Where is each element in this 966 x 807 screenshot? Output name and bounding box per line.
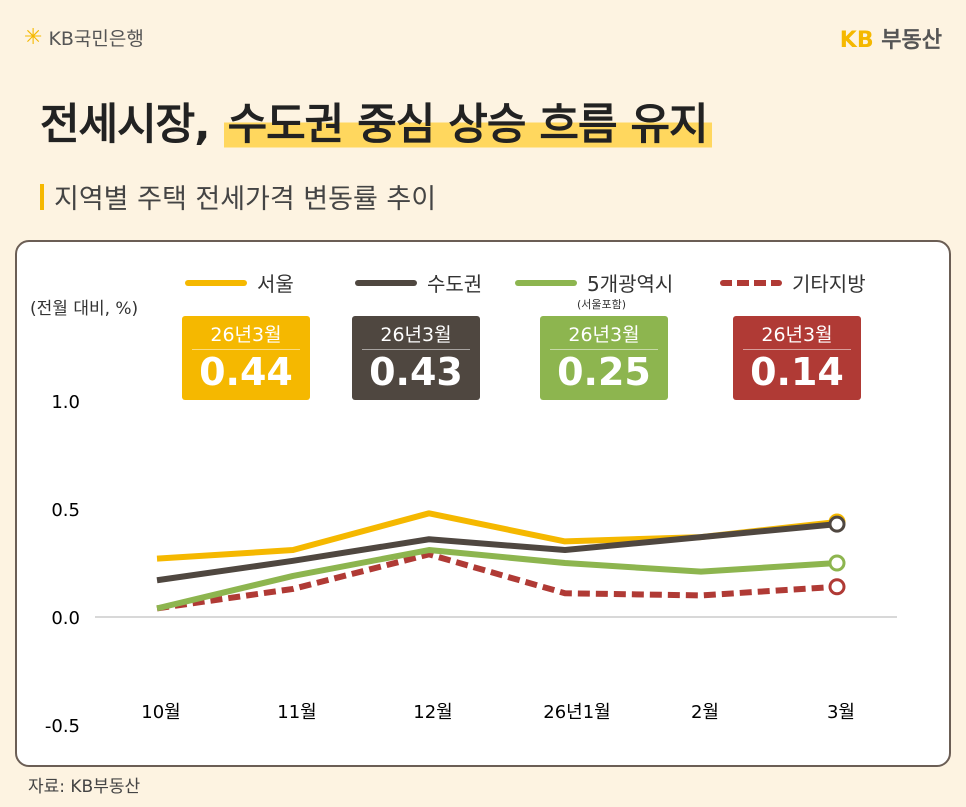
legend-item: 서울 [185, 268, 294, 297]
source-text: 자료: KB부동산 [28, 777, 141, 797]
legend-label: 서울 [257, 272, 294, 296]
x-tick-label: 2월 [691, 702, 719, 723]
value-badge: 26년3월 0.43 [352, 316, 480, 400]
kb-kookmin-bank-logo: ✳ KB국민은행 [24, 24, 144, 51]
series-line-capital [156, 521, 838, 584]
value-badge: 26년3월 0.25 [540, 316, 668, 400]
badge-value: 0.14 [750, 350, 844, 394]
legend-swatch [720, 279, 782, 286]
x-tick-label: 3월 [827, 702, 855, 723]
legend-swatch [355, 279, 417, 286]
legend-item: 5개광역시 [515, 268, 673, 297]
badge-date: 26년3월 [362, 316, 470, 350]
badge-value: 0.44 [199, 350, 293, 394]
value-badge: 26년3월 0.44 [182, 316, 310, 400]
page-title: 전세시장, 수도권 중심 상승 흐름 유지 [40, 90, 712, 152]
legend-swatch [185, 279, 247, 286]
accent-bar [40, 183, 44, 210]
unit-label: (전월 대비, %) [30, 299, 139, 319]
end-point-marker [828, 554, 846, 572]
brand-name: 부동산 [881, 28, 942, 53]
badge-value: 0.43 [369, 350, 463, 394]
x-tick-label: 10월 [141, 702, 180, 723]
legend-item: 수도권 [355, 268, 482, 297]
series-line-metro5 [156, 547, 838, 612]
y-tick-label: 0.5 [51, 500, 80, 521]
brand-kb: KB [839, 28, 874, 53]
badge-date: 26년3월 [550, 316, 658, 350]
y-tick-label: -0.5 [45, 716, 80, 737]
kb-star-icon: ✳ [24, 25, 43, 50]
end-point-marker [828, 578, 846, 596]
value-badge: 26년3월 0.14 [733, 316, 861, 400]
end-point-marker [828, 515, 846, 533]
kb-real-estate-logo: KB 부동산 [840, 22, 942, 54]
x-tick-label: 11월 [277, 702, 316, 723]
x-tick-label: 12월 [413, 702, 452, 723]
x-tick-label: 26년1월 [543, 702, 610, 723]
legend-label: 기타지방 [792, 272, 866, 296]
legend-label: 수도권 [427, 272, 483, 296]
legend-swatch [515, 279, 577, 286]
badge-date: 26년3월 [192, 316, 300, 350]
bank-logo-text: KB국민은행 [48, 28, 144, 50]
y-tick-label: 1.0 [51, 392, 80, 413]
title-part1: 전세시장, [40, 100, 211, 150]
badge-value: 0.25 [557, 350, 651, 394]
badge-date: 26년3월 [743, 316, 851, 350]
legend-label: 5개광역시 [587, 272, 674, 296]
y-tick-label: 0.0 [51, 608, 80, 629]
series-line-other [156, 551, 838, 612]
title-highlight: 수도권 중심 상승 흐름 유지 [223, 100, 712, 150]
legend-item: 기타지방 [720, 268, 866, 297]
legend-note: (서울포함) [577, 298, 627, 311]
chart-subtitle: 지역별 주택 전세가격 변동률 추이 [40, 177, 436, 216]
subtitle-text: 지역별 주택 전세가격 변동률 추이 [54, 184, 437, 215]
